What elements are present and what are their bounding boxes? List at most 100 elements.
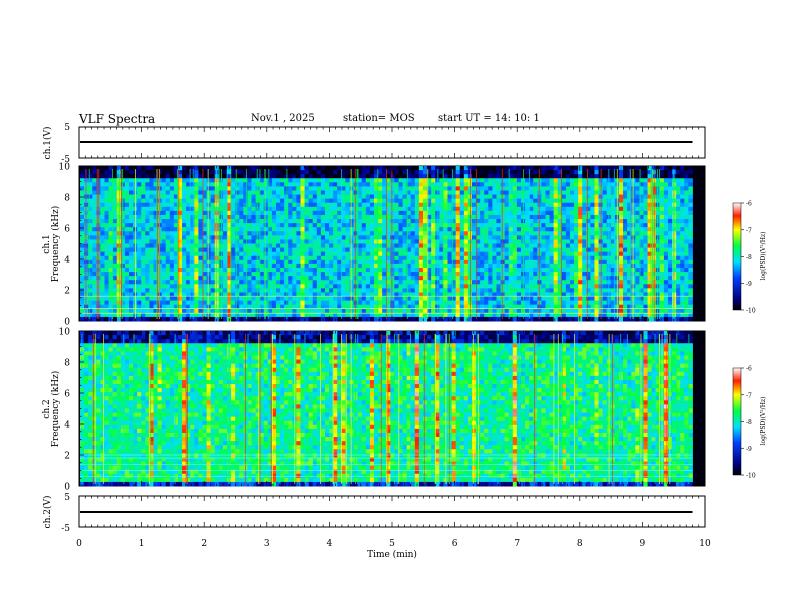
spectrogram-cell (549, 276, 555, 281)
spectrogram-cell (590, 190, 595, 195)
spectrogram-cell (508, 210, 514, 216)
spectrogram-cell (447, 202, 452, 208)
spectrogram-cell (255, 182, 261, 187)
spectrogram-cell (447, 251, 452, 257)
spectrogram-cell (447, 292, 452, 297)
spectrogram-cell (471, 280, 477, 285)
spectrogram-cell (569, 186, 575, 191)
spectrogram-cell (104, 288, 109, 293)
spectrogram-cell (418, 308, 424, 314)
spectrogram-cell (443, 280, 448, 285)
spectrogram-cell (406, 292, 412, 297)
spectrogram-cell (178, 239, 183, 244)
spectrogram-cell (300, 214, 305, 220)
spectrogram-cell (100, 304, 105, 310)
spectrogram-cell (476, 316, 481, 322)
spectrogram-cell (324, 284, 330, 289)
spectrogram-cell (373, 280, 379, 285)
spectrogram-cell (533, 198, 538, 204)
spectrogram-cell (296, 272, 301, 277)
spectrogram-cell (492, 214, 497, 220)
spectrogram-cell (255, 280, 261, 285)
spectrogram-cell (341, 206, 346, 212)
spectrogram-cell (590, 219, 595, 224)
spectrogram-cell (516, 300, 522, 306)
spectrogram-cell (541, 243, 546, 248)
spectrogram-cell (402, 174, 408, 179)
spectrogram-cell (471, 284, 477, 289)
spectrogram-cell (496, 219, 501, 224)
spectrogram-cell (512, 219, 518, 224)
spectrogram-cell (553, 170, 559, 175)
spectrogram-cell (569, 280, 575, 285)
spectrogram-cell (312, 312, 318, 318)
spectrogram-cell (541, 239, 546, 244)
spectrogram-cell (271, 247, 277, 253)
spectrogram-cell (280, 247, 285, 253)
spectrogram-cell (369, 231, 375, 236)
spectrogram-cell (255, 296, 261, 302)
spectrogram-cell (496, 284, 501, 289)
spectrogram-cell (484, 202, 489, 208)
spectrogram-cell (480, 235, 485, 240)
spectrogram-cell (259, 206, 265, 212)
spectrogram-cell (512, 186, 518, 191)
spectrogram-cell (431, 247, 436, 253)
spectrogram-cell (178, 259, 183, 265)
spectrogram-cell (337, 178, 342, 183)
spectrogram-cell (504, 308, 510, 314)
spectrogram-cell (320, 174, 326, 179)
spectrogram-cell (541, 198, 546, 204)
spectrogram-cell (471, 247, 477, 253)
spectrogram-cell (353, 186, 359, 191)
spectrogram-cell (129, 210, 134, 216)
spectrogram-cell (92, 202, 97, 208)
spectrogram-cell (349, 312, 354, 318)
spectrogram-cell (202, 284, 207, 289)
spectrogram-cell (561, 198, 567, 204)
spectrogram-cell (284, 272, 289, 277)
spectrogram-cell (263, 210, 269, 216)
spectrogram-cell (112, 235, 118, 240)
spectrogram-cell (300, 186, 305, 191)
spectrogram-cell (459, 178, 465, 183)
spectrogram-cell (308, 300, 314, 306)
spectrogram-cell (292, 214, 297, 220)
spectrogram-cell (459, 174, 465, 179)
spectrogram-cell (145, 267, 150, 273)
spectrogram-cell (488, 231, 493, 236)
spectrogram-cell (565, 174, 571, 179)
spectrogram-cell (182, 316, 187, 322)
spectrogram-cell (104, 235, 109, 240)
spectrogram-cell (337, 255, 342, 261)
spectrogram-cell (149, 259, 154, 265)
spectrogram-cell (243, 186, 248, 191)
spectrogram-cell (369, 198, 375, 204)
spectrogram-cell (422, 247, 428, 253)
spectrogram-cell (255, 304, 261, 310)
spectrogram-cell (578, 198, 583, 204)
spectrogram-cell (574, 219, 579, 224)
spectrogram-cell (194, 186, 199, 191)
spectrogram-cell (153, 219, 158, 224)
spectrogram-cell (231, 243, 236, 248)
spectrogram-cell (516, 231, 522, 236)
spectrogram-cell (553, 300, 559, 306)
spectrogram-cell (427, 219, 432, 224)
spectrogram-cell (447, 304, 452, 310)
spectrogram-cell (480, 202, 485, 208)
spectrogram-cell (190, 280, 195, 285)
spectrogram-cell (545, 202, 550, 208)
spectrogram-cell (545, 304, 550, 310)
spectrogram-cell (455, 239, 461, 244)
spectrogram-cell (496, 235, 501, 240)
spectrogram-cell (108, 300, 114, 306)
spectrogram-cell (549, 292, 555, 297)
spectrogram-cell (178, 292, 183, 297)
spectrogram-cell (561, 296, 567, 302)
spectrogram-cell (288, 300, 293, 306)
spectrogram-cell (292, 267, 297, 273)
spectrogram-cell (357, 198, 363, 204)
spectrogram-cell (145, 272, 150, 277)
spectrogram-cell (345, 170, 350, 175)
